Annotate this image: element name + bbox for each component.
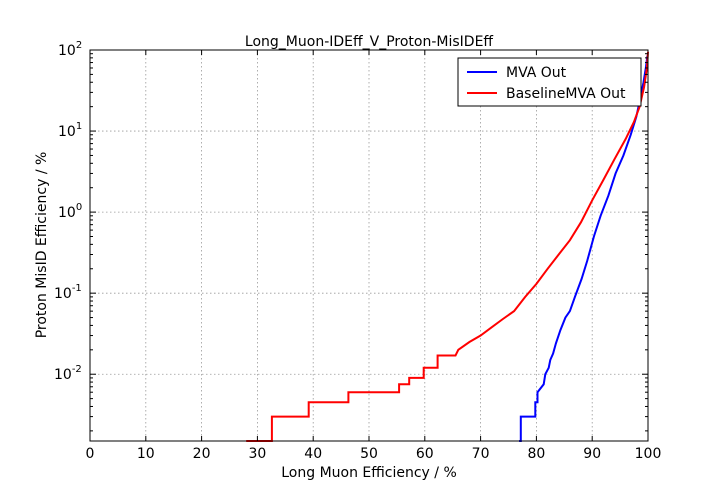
x-tick-label: 0 [86, 446, 95, 462]
legend-box [457, 57, 642, 107]
chart-title: Long_Muon-IDEff_V_Proton-MisIDEff [245, 34, 494, 50]
x-tick-label: 100 [635, 446, 662, 462]
series-line-mva-out [519, 55, 649, 442]
y-tick-label: 102 [58, 40, 82, 59]
x-tick-label: 30 [248, 446, 266, 462]
legend: MVA Out BaselineMVA Out [457, 57, 642, 107]
x-tick-label: 40 [304, 446, 322, 462]
y-tick-label: 100 [58, 202, 82, 221]
x-tick-label: 90 [583, 446, 601, 462]
x-tick-label: 70 [472, 446, 490, 462]
y-tick-label: 101 [58, 121, 82, 140]
x-tick-label: 80 [527, 446, 545, 462]
x-tick-label: 20 [193, 446, 211, 462]
y-axis-label: Proton MisID Efficiency / % [34, 152, 50, 339]
grid-layer [90, 49, 648, 441]
x-tick-label: 10 [137, 446, 155, 462]
x-tick-label: 60 [416, 446, 434, 462]
y-tick-label: 10-2 [54, 364, 82, 383]
x-axis-label: Long Muon Efficiency / % [281, 465, 457, 481]
legend-label-mva-out: MVA Out [506, 65, 567, 81]
y-tick-label: 10-1 [54, 283, 82, 302]
x-tick-label: 50 [360, 446, 378, 462]
series-line-baselinemva-out [246, 51, 649, 442]
series-layer [246, 51, 649, 442]
tick-layer: 0 10 20 30 40 50 60 70 80 90 100 10-2 10-1 100 101 102 [54, 40, 661, 462]
legend-label-baseline-mva-out: BaselineMVA Out [506, 86, 626, 102]
